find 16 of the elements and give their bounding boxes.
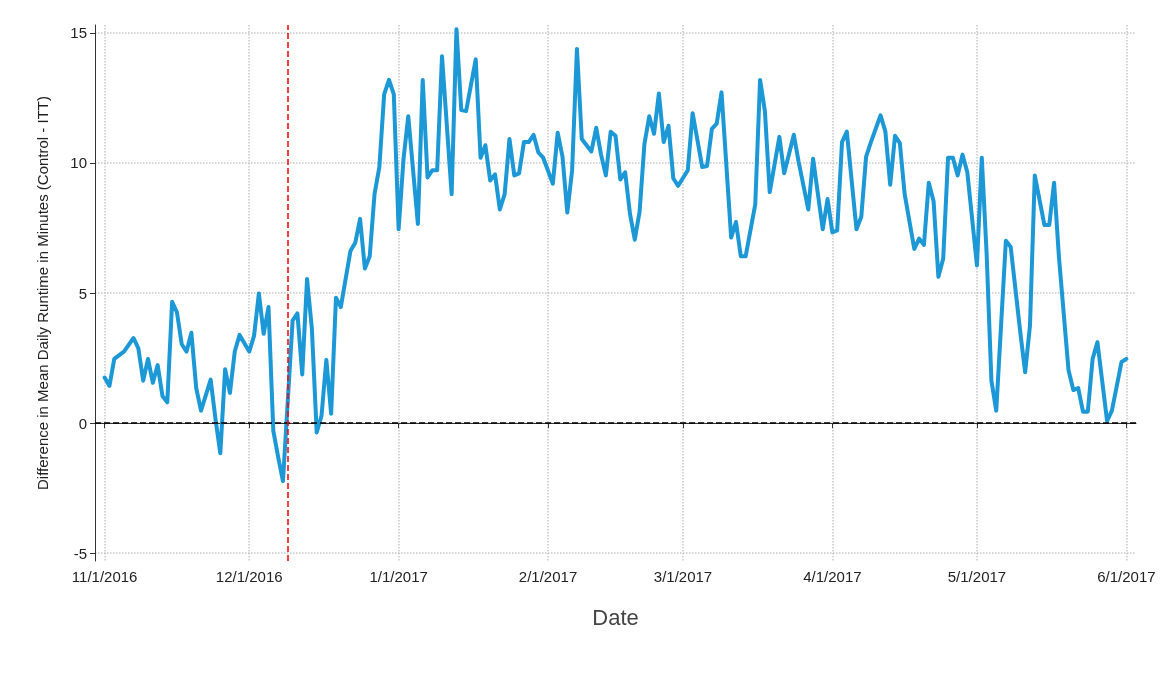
y-tick-label: -5: [73, 544, 87, 562]
x-tick-label: 6/1/2017: [1097, 568, 1156, 585]
line-series: [102, 27, 1129, 484]
y-tick-label: 15: [70, 24, 87, 42]
x-tick-label: 5/1/2017: [947, 568, 1007, 585]
x-tick-label: 11/1/2016: [71, 568, 138, 585]
x-tick-label: 2/1/2017: [518, 568, 578, 585]
y-tick-label: 10: [70, 154, 87, 172]
x-tick-label: 12/1/2016: [215, 568, 283, 585]
y-axis-title: Difference in Mean Daily Runtime in Minutes (Control - ITT): [34, 95, 51, 491]
x-axis-title: Date: [592, 604, 639, 630]
y-tick-label: 5: [78, 284, 87, 302]
x-tick-label: 1/1/2017: [369, 568, 428, 585]
x-tick-label: 3/1/2017: [653, 568, 713, 585]
y-tick-label: 0: [78, 414, 87, 432]
x-tick-label: 4/1/2017: [803, 568, 862, 585]
